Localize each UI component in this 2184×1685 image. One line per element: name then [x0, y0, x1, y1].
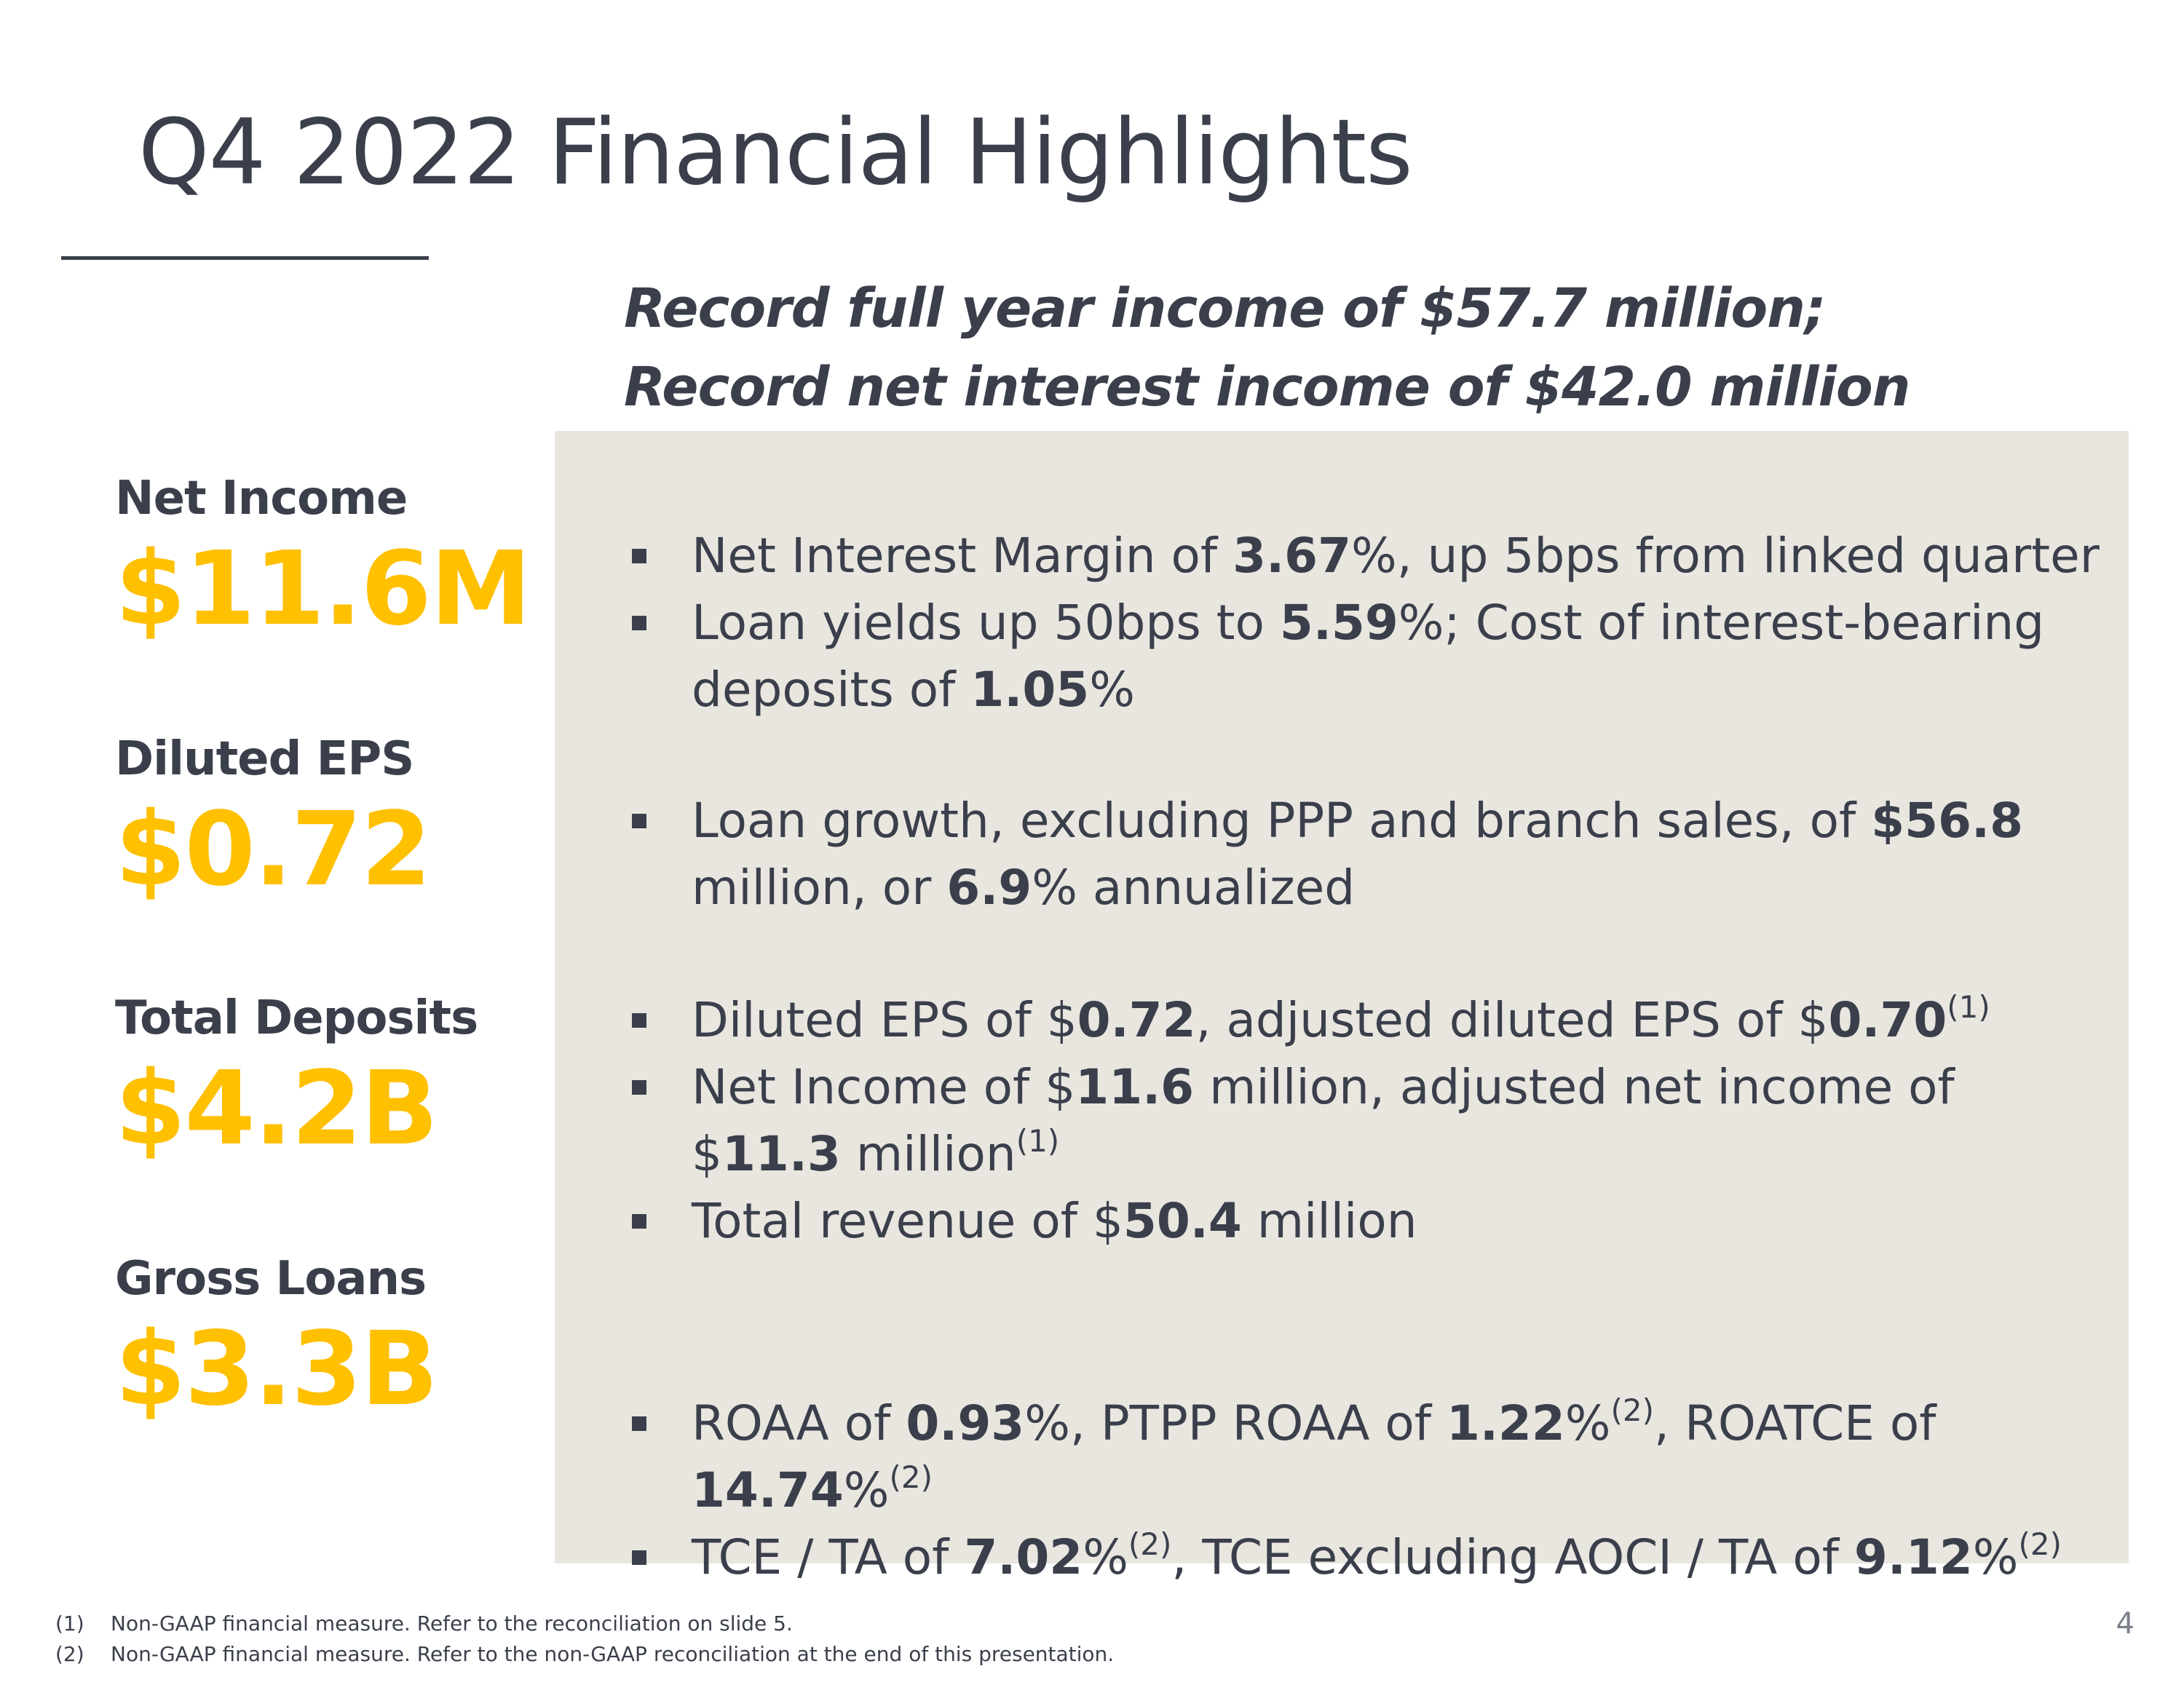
- metric-label: Diluted EPS: [115, 732, 414, 786]
- title-divider: [61, 256, 429, 260]
- footnote-number: (1): [55, 1611, 84, 1636]
- page-number: 4: [2116, 1607, 2134, 1641]
- footnote-2: (2) Non-GAAP financial measure. Refer to …: [55, 1642, 1114, 1666]
- metric-gross-loans: Gross Loans $3.3B: [115, 1252, 438, 1429]
- metric-value: $0.72: [115, 790, 432, 909]
- bullet-group-margins: Net Interest Margin of 3.67%, up 5bps fr…: [632, 523, 2110, 723]
- metric-value: $4.2B: [115, 1050, 438, 1168]
- bullet-group-returns: ROAA of 0.93%, PTPP ROAA of 1.22%(2), RO…: [632, 1390, 2110, 1591]
- bullet-net-interest-margin: Net Interest Margin of 3.67%, up 5bps fr…: [632, 523, 2110, 590]
- footnote-text: Non-GAAP financial measure. Refer to the…: [111, 1611, 793, 1636]
- metric-label: Net Income: [115, 472, 408, 526]
- metric-total-deposits: Total Deposits $4.2B: [115, 991, 478, 1160]
- bullet-net-income: Net Income of $11.6 million, adjusted ne…: [632, 1054, 2110, 1188]
- bullet-square-icon: [632, 616, 646, 630]
- footnote-text: Non-GAAP financial measure. Refer to the…: [111, 1642, 1115, 1666]
- bullet-square-icon: [632, 814, 646, 828]
- metric-net-income: Net Income $11.6M: [115, 472, 531, 649]
- metric-value: $3.3B: [115, 1310, 438, 1429]
- bullet-total-revenue: Total revenue of $50.4 million: [632, 1188, 2110, 1255]
- metric-diluted-eps: Diluted EPS $0.72: [115, 732, 432, 909]
- bullet-loan-growth: Loan growth, excluding PPP and branch sa…: [632, 788, 2110, 921]
- bullet-square-icon: [632, 1214, 646, 1229]
- bullet-group-earnings: Diluted EPS of $0.72, adjusted diluted E…: [632, 987, 2110, 1255]
- bullet-group-loan-growth: Loan growth, excluding PPP and branch sa…: [632, 788, 2110, 921]
- slide-title: Q4 2022 Financial Highlights: [138, 100, 1413, 205]
- subtitle-line-2: Record net interest income of $42.0 mill…: [624, 356, 1910, 419]
- bullet-roaa: ROAA of 0.93%, PTPP ROAA of 1.22%(2), RO…: [632, 1390, 2110, 1524]
- bullet-tce-ta: TCE / TA of 7.02%(2), TCE excluding AOCI…: [632, 1524, 2110, 1591]
- bullet-square-icon: [632, 1013, 646, 1028]
- footnote-number: (2): [55, 1642, 84, 1666]
- bullet-square-icon: [632, 1416, 646, 1431]
- metric-label: Gross Loans: [115, 1252, 427, 1306]
- bullet-loan-yields: Loan yields up 50bps to 5.59%; Cost of i…: [632, 590, 2110, 723]
- metric-label: Total Deposits: [115, 991, 478, 1045]
- metric-value: $11.6M: [115, 530, 531, 649]
- bullet-square-icon: [632, 1550, 646, 1565]
- subtitle-line-1: Record full year income of $57.7 million…: [624, 277, 1827, 340]
- bullet-square-icon: [632, 549, 646, 563]
- footnote-1: (1) Non-GAAP financial measure. Refer to …: [55, 1611, 793, 1636]
- subtitle: Record full year income of $57.7 million…: [624, 269, 1910, 427]
- bullet-diluted-eps: Diluted EPS of $0.72, adjusted diluted E…: [632, 987, 2110, 1054]
- highlights-panel: [555, 431, 2129, 1563]
- bullet-square-icon: [632, 1080, 646, 1095]
